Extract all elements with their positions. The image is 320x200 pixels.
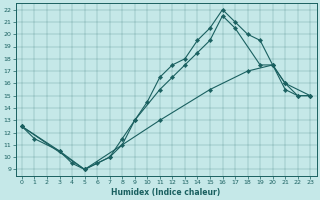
X-axis label: Humidex (Indice chaleur): Humidex (Indice chaleur) bbox=[111, 188, 221, 197]
